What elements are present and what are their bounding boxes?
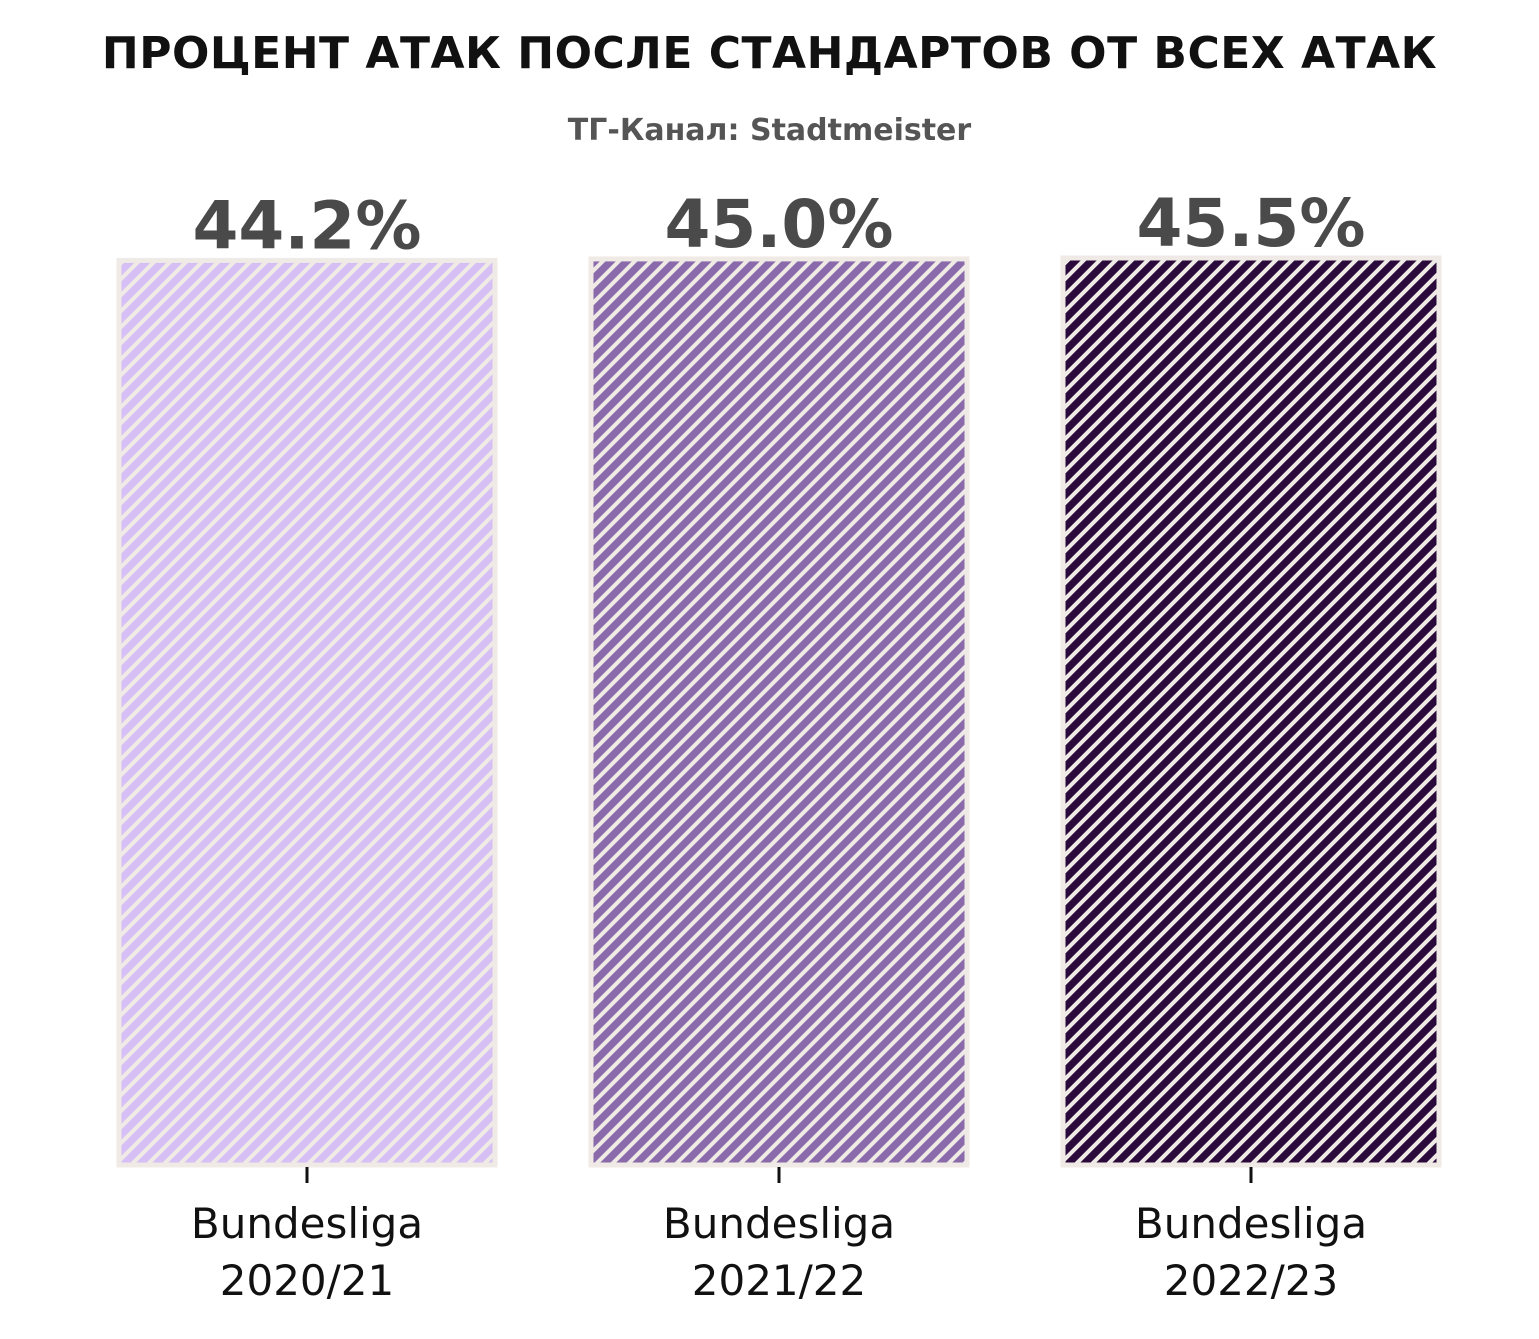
x-tick-label: Bundesliga — [191, 1199, 423, 1248]
x-tick-label: 2022/23 — [1164, 1256, 1338, 1305]
bar-2020-21 — [116, 257, 498, 1168]
x-tick-label: 2021/22 — [692, 1256, 866, 1305]
value-label: 44.2% — [193, 187, 422, 264]
value-label: 45.5% — [1137, 185, 1366, 262]
value-labels-layer: 44.2% 45.0% 45.5% — [193, 185, 1366, 264]
x-tick-label: Bundesliga — [663, 1199, 895, 1248]
x-axis-ticks-layer: Bundesliga 2020/21 Bundesliga 2021/22 Bundes… — [191, 1167, 1367, 1305]
x-tick-label: Bundesliga — [1135, 1199, 1367, 1248]
bar-2021-22 — [588, 256, 970, 1168]
chart-subtitle: ТГ-Канал: Stadtmeister — [567, 113, 972, 148]
x-tick-label: 2020/21 — [220, 1256, 394, 1305]
value-label: 45.0% — [665, 186, 894, 263]
bars-layer — [116, 255, 1442, 1168]
chart-title: ПРОЦЕНТ АТАК ПОСЛЕ СТАНДАРТОВ ОТ ВСЕХ АТ… — [101, 28, 1438, 79]
bar-2022-23 — [1060, 255, 1442, 1168]
